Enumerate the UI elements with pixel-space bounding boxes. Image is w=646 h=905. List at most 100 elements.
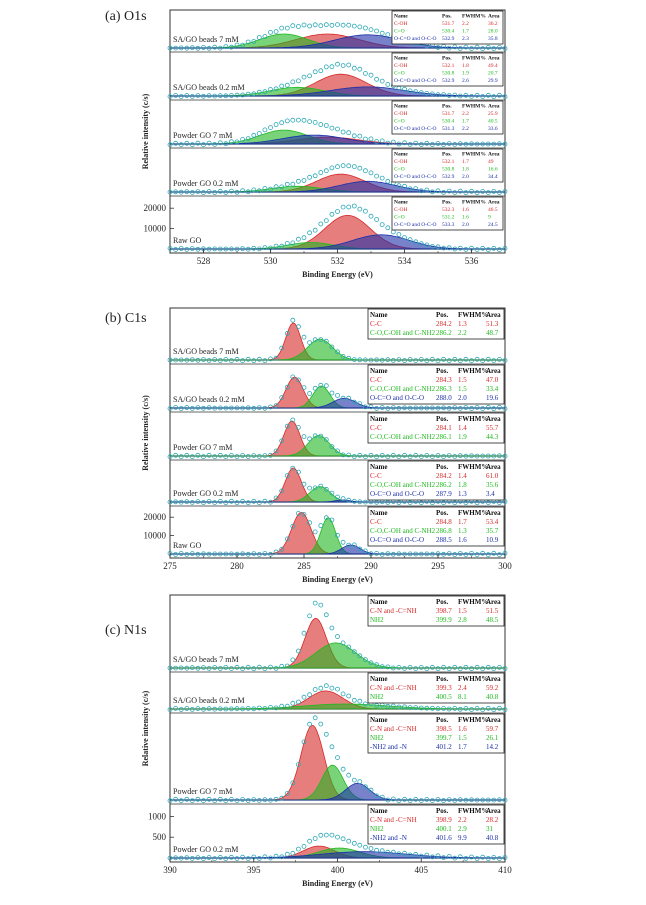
data-point	[413, 405, 419, 411]
data-point	[474, 190, 480, 196]
data-point	[446, 245, 452, 251]
data-point	[240, 42, 246, 48]
fit-table-header: Area	[488, 56, 500, 62]
fit-table-border	[367, 595, 505, 627]
data-point	[340, 163, 346, 169]
fit-table-name: O-C=O and O-C-O	[394, 126, 437, 132]
fit-table-area: 26.1	[486, 734, 499, 742]
fit-table-header: Area	[488, 104, 500, 110]
data-point	[379, 357, 385, 363]
data-point	[279, 25, 285, 31]
data-point	[318, 23, 324, 29]
data-point	[452, 706, 458, 711]
data-point	[189, 499, 195, 505]
data-point	[251, 91, 257, 97]
data-point	[273, 403, 279, 409]
fit-table: Name Pos. FWHM%Area C-C 284.2 1.4 61.0 C-O,C-OH…	[367, 460, 505, 501]
component-peak	[170, 544, 505, 555]
data-point	[485, 247, 491, 253]
data-point	[502, 94, 508, 100]
data-point	[178, 406, 184, 411]
fit-table-name: O-C=O and O-C-O	[370, 394, 424, 402]
fit-table-header: FWHM%	[458, 598, 488, 606]
fit-table-pos: 400.5	[436, 693, 452, 701]
data-point	[184, 796, 190, 802]
data-point	[396, 454, 402, 460]
data-point	[251, 39, 257, 44]
fit-table-header: Area	[488, 14, 500, 20]
data-point	[223, 356, 229, 362]
data-point	[256, 89, 262, 95]
data-point	[379, 138, 385, 144]
data-point	[234, 189, 240, 195]
data-point	[268, 797, 273, 803]
y-tick-label: 1000	[148, 811, 167, 821]
data-point	[284, 473, 290, 479]
data-point	[441, 356, 447, 362]
data-point	[485, 92, 491, 98]
data-point	[201, 856, 206, 861]
data-point	[390, 452, 396, 458]
data-point	[228, 188, 234, 194]
data-point	[351, 399, 357, 405]
data-point	[474, 664, 480, 670]
data-point	[312, 529, 318, 535]
data-point	[273, 549, 279, 555]
fit-table-fwhm: 1.7	[458, 518, 467, 526]
envelope-markers	[167, 374, 508, 412]
data-point	[496, 665, 502, 670]
fit-table-pos: 401.6	[436, 834, 452, 842]
data-point	[189, 357, 195, 363]
data-point	[217, 358, 223, 363]
data-point	[379, 664, 385, 669]
data-point	[251, 666, 257, 672]
data-point	[469, 188, 474, 194]
data-point	[407, 357, 413, 362]
data-point	[452, 92, 458, 98]
fit-table-name: C-C	[370, 472, 382, 480]
data-point	[318, 68, 324, 74]
data-point	[407, 798, 413, 804]
fit-table-fwhm: 2.8	[458, 616, 467, 624]
y-axis-label: Relative intensity (c/s)	[141, 395, 150, 471]
data-point	[340, 766, 346, 772]
data-point	[284, 791, 290, 796]
data-point	[418, 405, 424, 411]
fit-table-name: C-C	[370, 518, 382, 526]
data-point	[429, 551, 435, 557]
data-point	[446, 93, 452, 98]
data-point	[402, 704, 407, 710]
data-point	[329, 344, 335, 350]
data-point	[335, 448, 340, 454]
data-point	[335, 349, 340, 355]
fit-table-pos: 531.2	[442, 215, 455, 221]
x-tick-label: 528	[197, 256, 211, 266]
data-point	[184, 357, 190, 363]
data-point	[385, 849, 391, 855]
data-point	[418, 188, 424, 194]
data-point	[262, 854, 268, 860]
fit-table-header: FWHM%	[462, 56, 486, 62]
data-point	[307, 119, 313, 124]
fit-table-fwhm: 2.6	[462, 78, 469, 84]
data-point	[318, 832, 324, 838]
data-point	[435, 405, 441, 411]
fit-table-fwhm: 1.8	[462, 167, 469, 173]
data-point	[290, 417, 296, 423]
data-point	[424, 187, 430, 193]
fit-table-fwhm: 1.5	[458, 607, 467, 615]
fit-table-header: FWHM%	[458, 311, 488, 319]
data-point	[435, 45, 441, 50]
envelope-markers	[167, 317, 508, 364]
data-point	[279, 488, 285, 494]
data-point	[480, 188, 486, 194]
data-point	[245, 91, 251, 97]
data-point	[245, 39, 251, 45]
fit-table: Name Pos. FWHM%Area C-N and -C=NH 398.7 1.5 51…	[367, 595, 505, 627]
fit-table-header: Name	[370, 807, 388, 815]
data-point	[402, 358, 407, 363]
data-point	[485, 404, 491, 410]
data-point	[234, 454, 240, 460]
fit-table-name: C-N and -C=NH	[370, 684, 417, 692]
data-point	[256, 798, 262, 803]
